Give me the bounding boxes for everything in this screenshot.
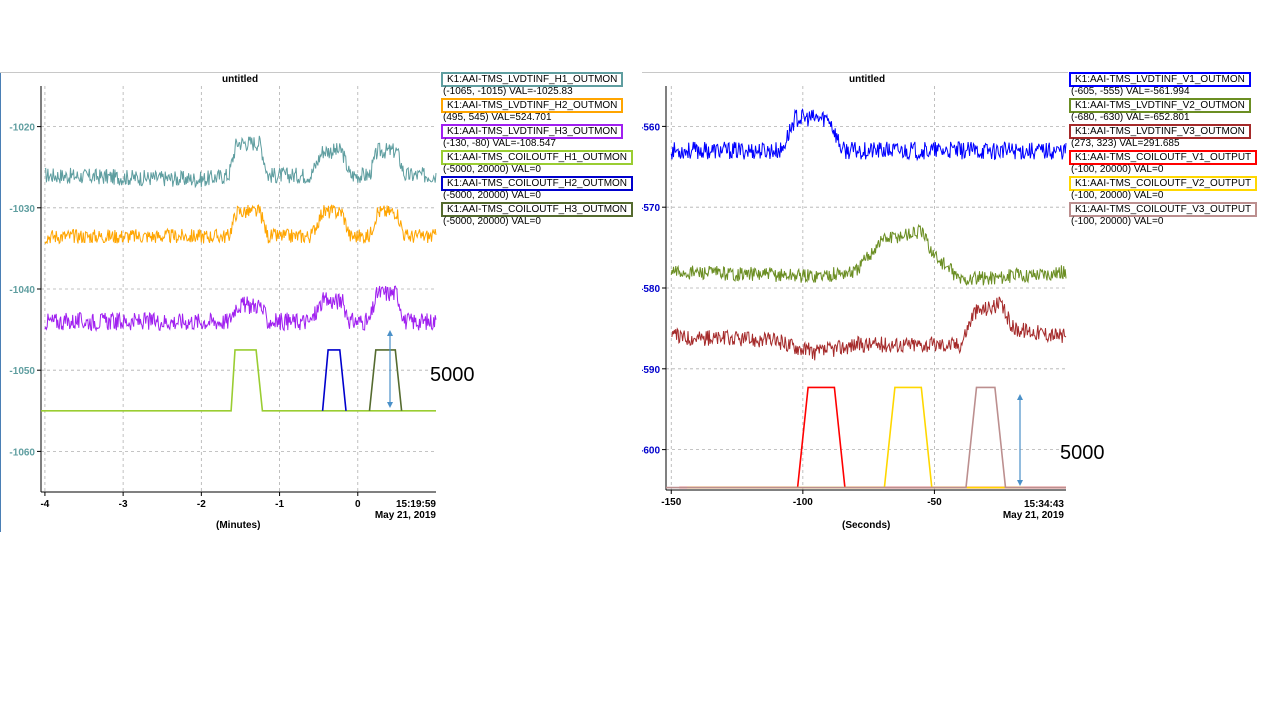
- y-tick-label: -590: [642, 365, 660, 376]
- series-line-6: [666, 386, 1066, 489]
- y-tick-label: -570: [642, 203, 660, 214]
- series-line-4: [679, 386, 1066, 489]
- date-label: May 21, 2019: [374, 510, 436, 521]
- series-line-4: [41, 349, 436, 412]
- legend-channel-name: K1:AAI-TMS_LVDTINF_V1_OUTMON: [1069, 72, 1251, 87]
- legend-channel-value: (495, 545) VAL=524.701: [443, 112, 552, 123]
- plot-title: untitled: [222, 74, 259, 85]
- x-tick-label: -3: [119, 499, 128, 510]
- plot-title: untitled: [849, 74, 886, 85]
- y-tick-label: -1060: [9, 447, 35, 458]
- legend-channel-value: (-1065, -1015) VAL=-1025.83: [443, 86, 573, 97]
- panel-border: [0, 72, 1, 532]
- left-plot-panel: -4 -3 -2 -1 0 -1060 -1050 -1040 -1030 -1020 untit…: [0, 72, 640, 532]
- y-tick-label: -1040: [9, 285, 35, 296]
- right-plot-panel: -150 -100 -50 -600 -590 -580 -570 -560 untitled…: [642, 72, 1278, 532]
- amplitude-annotation: 5000: [1060, 442, 1105, 464]
- left-chart-svg: -4 -3 -2 -1 0 -1060 -1050 -1040 -1030 -1020: [9, 86, 437, 510]
- legend-channel-value: (-5000, 20000) VAL=0: [443, 190, 541, 201]
- legend-channel-value: (-100, 20000) VAL=0: [1071, 190, 1164, 201]
- amplitude-annotation: 5000: [430, 364, 475, 386]
- y-tick-label: -600: [642, 446, 660, 457]
- legend-channel-name: K1:AAI-TMS_COILOUTF_V2_OUTPUT: [1069, 176, 1258, 191]
- series-line-2: [44, 204, 437, 245]
- x-tick-label: -100: [793, 497, 813, 508]
- legend-channel-name: K1:AAI-TMS_LVDTINF_V3_OUTMON: [1069, 124, 1251, 139]
- x-axis-label: (Seconds): [842, 520, 891, 531]
- legend-channel-name: K1:AAI-TMS_LVDTINF_H2_OUTMON: [441, 98, 624, 113]
- series-line-2: [670, 223, 1067, 286]
- legend-channel-value: (-680, -630) VAL=-652.801: [1071, 112, 1190, 123]
- series-line-1: [670, 108, 1067, 162]
- legend-channel-name: K1:AAI-TMS_COILOUTF_H1_OUTMON: [441, 150, 634, 165]
- x-tick-label: 0: [355, 499, 361, 510]
- legend-channel-value: (-130, -80) VAL=-108.547: [443, 138, 556, 149]
- series-line-3: [671, 296, 1067, 361]
- series-line-3: [44, 285, 437, 332]
- y-tick-label: -1030: [9, 204, 35, 215]
- legend-channel-name: K1:AAI-TMS_LVDTINF_H1_OUTMON: [441, 72, 624, 87]
- x-tick-label: -4: [40, 499, 49, 510]
- date-label: May 21, 2019: [1002, 510, 1064, 521]
- legend-channel-name: K1:AAI-TMS_COILOUTF_V1_OUTPUT: [1069, 150, 1258, 165]
- legend-channel-name: K1:AAI-TMS_COILOUTF_H3_OUTMON: [441, 202, 634, 217]
- panel-top-border: [642, 72, 1068, 73]
- time-label: 15:34:43: [1023, 499, 1064, 510]
- x-tick-label: -150: [661, 497, 681, 508]
- amplitude-arrow: [387, 330, 393, 408]
- y-tick-label: -1050: [9, 366, 35, 377]
- legend-channel-value: (-5000, 20000) VAL=0: [443, 216, 541, 227]
- legend-channel-value: (273, 323) VAL=291.685: [1071, 138, 1180, 149]
- legend-channel-name: K1:AAI-TMS_LVDTINF_H3_OUTMON: [441, 124, 624, 139]
- right-chart-svg: -150 -100 -50 -600 -590 -580 -570 -560: [642, 86, 1067, 508]
- series-line-6: [368, 349, 403, 411]
- series-line-5: [321, 349, 347, 411]
- x-tick-label: -50: [927, 497, 942, 508]
- legend-channel-value: (-5000, 20000) VAL=0: [443, 164, 541, 175]
- legend-channel-name: K1:AAI-TMS_LVDTINF_V2_OUTMON: [1069, 98, 1251, 113]
- x-axis-label: (Minutes): [216, 520, 261, 531]
- legend-channel-value: (-100, 20000) VAL=0: [1071, 164, 1164, 175]
- amplitude-arrow: [1017, 394, 1023, 486]
- y-tick-label: -560: [642, 122, 660, 133]
- legend-channel-name: K1:AAI-TMS_COILOUTF_V3_OUTPUT: [1069, 202, 1258, 217]
- panel-top-border: [0, 72, 440, 73]
- y-tick-label: -1020: [9, 123, 35, 134]
- legend-channel-value: (-100, 20000) VAL=0: [1071, 216, 1164, 227]
- time-label: 15:19:59: [395, 499, 436, 510]
- x-tick-label: -2: [197, 499, 206, 510]
- series-line-1: [44, 135, 437, 189]
- y-tick-label: -580: [642, 284, 660, 295]
- series-line-5: [687, 386, 1024, 489]
- legend-channel-name: K1:AAI-TMS_COILOUTF_H2_OUTMON: [441, 176, 634, 191]
- legend-channel-value: (-605, -555) VAL=-561.994: [1071, 86, 1190, 97]
- x-tick-label: -1: [275, 499, 284, 510]
